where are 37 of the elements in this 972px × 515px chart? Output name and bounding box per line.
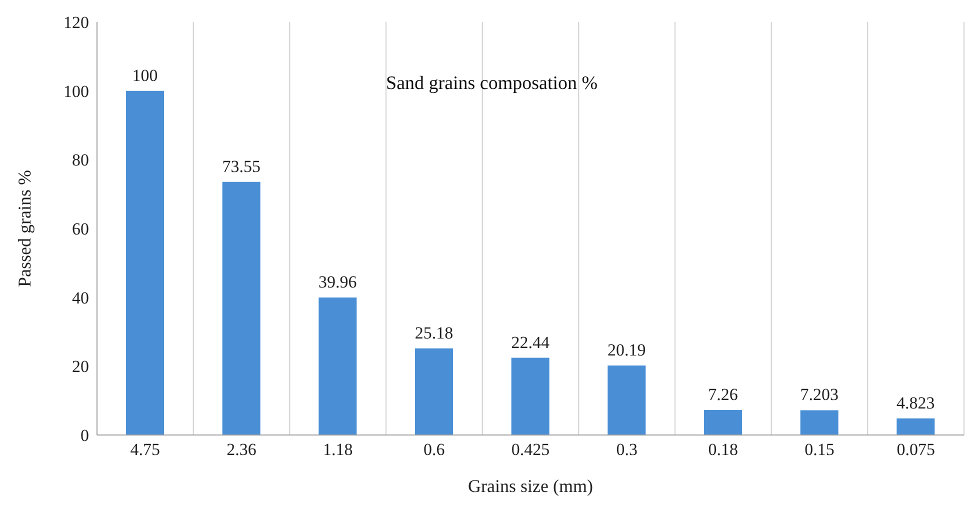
x-tick-label: 0.425 xyxy=(511,440,550,460)
data-label: 73.55 xyxy=(222,156,260,176)
bar xyxy=(415,348,453,435)
y-axis-title: Passed grains % xyxy=(14,170,34,287)
data-label: 4.823 xyxy=(896,393,935,412)
y-tick-label: 100 xyxy=(64,82,89,101)
x-tick-label: 0.075 xyxy=(896,440,935,460)
bar xyxy=(222,182,260,435)
data-label: 20.19 xyxy=(608,340,646,360)
x-tick-label: 4.75 xyxy=(130,440,160,460)
x-tick-label: 0.18 xyxy=(708,440,738,460)
x-tick-label: 0.15 xyxy=(804,440,834,460)
y-tick-label: 20 xyxy=(72,357,89,376)
data-label: 25.18 xyxy=(414,323,454,342)
bar xyxy=(318,297,357,435)
y-tick-label: 80 xyxy=(72,150,89,170)
x-tick-label: 1.18 xyxy=(322,440,353,460)
bar xyxy=(896,418,935,435)
x-tick-label: 0.3 xyxy=(616,440,638,460)
y-tick-label: 0 xyxy=(80,426,89,446)
x-tick-label: 0.6 xyxy=(424,440,445,460)
bar xyxy=(126,90,164,435)
x-tick-label: 2.36 xyxy=(226,440,256,460)
y-tick-label: 60 xyxy=(72,220,89,239)
y-tick-label: 120 xyxy=(64,13,89,32)
data-label: 7.26 xyxy=(708,385,738,404)
data-label: 7.203 xyxy=(800,385,838,404)
bar xyxy=(704,410,742,435)
bar xyxy=(800,410,838,435)
text: Sand grains composation % xyxy=(386,73,598,95)
data-label: 39.96 xyxy=(318,272,357,292)
bar xyxy=(608,366,646,435)
data-label: 100 xyxy=(132,66,158,85)
y-tick-label: 40 xyxy=(72,288,89,308)
x-axis-title: Grains size (mm) xyxy=(468,476,593,496)
data-label: 22.44 xyxy=(511,332,550,352)
bar xyxy=(511,358,550,435)
